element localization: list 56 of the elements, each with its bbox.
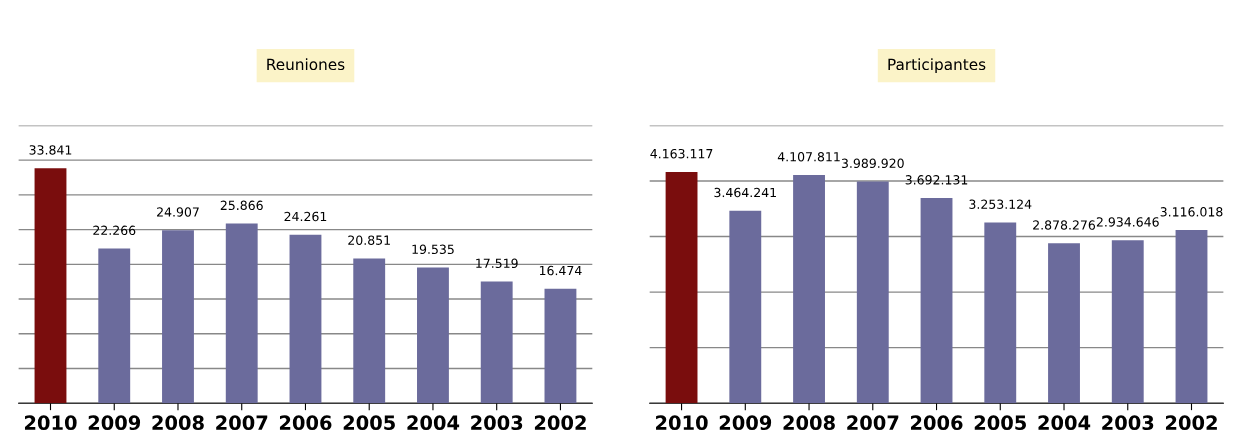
data-label: 4.107.811 <box>777 152 840 162</box>
x-tick-label: 2006 <box>279 415 332 431</box>
bar <box>920 198 953 404</box>
x-tick-label: 2007 <box>847 415 899 431</box>
x-tick-label: 2005 <box>343 415 395 431</box>
bar <box>544 288 577 404</box>
data-label: 25.866 <box>220 200 263 211</box>
data-label: 24.907 <box>157 207 199 217</box>
bar <box>353 258 386 404</box>
bar <box>665 171 698 404</box>
data-label: 22.266 <box>93 225 136 236</box>
bar <box>1175 230 1208 404</box>
x-tick-label: 2004 <box>407 415 460 431</box>
data-label: 3.989.920 <box>841 158 904 169</box>
x-tick-label: 2010 <box>656 415 708 431</box>
data-label: 4.163.117 <box>650 148 713 159</box>
data-label: 16.474 <box>539 265 582 276</box>
bar <box>225 223 258 404</box>
data-label: 20.851 <box>348 235 390 245</box>
bar <box>34 168 67 404</box>
data-label: 2.878.276 <box>1033 220 1096 230</box>
x-tick-label: 2005 <box>974 415 1026 431</box>
x-tick-label: 2003 <box>471 415 523 431</box>
x-tick-label: 2009 <box>88 415 141 431</box>
x-tick-label: 2004 <box>1038 415 1091 431</box>
data-label: 3.464.241 <box>714 187 776 198</box>
bar <box>162 230 194 404</box>
x-tick-label: 2002 <box>534 415 586 431</box>
bar <box>1111 240 1144 404</box>
bar <box>729 210 762 404</box>
data-label: 33.841 <box>29 145 72 155</box>
data-label: 17.519 <box>476 258 518 269</box>
chart-title: Reuniones <box>267 58 345 71</box>
x-tick-label: 2006 <box>911 415 963 431</box>
x-tick-label: 2008 <box>783 415 835 431</box>
chart-title: Participantes <box>888 58 986 74</box>
bar <box>98 248 131 404</box>
data-label: 2.934.646 <box>1096 217 1159 227</box>
bar <box>984 222 1017 404</box>
bar <box>289 234 322 404</box>
x-tick-label: 2007 <box>216 415 268 431</box>
x-tick-label: 2003 <box>1102 415 1154 431</box>
x-tick-label: 2002 <box>1165 415 1217 431</box>
x-tick-label: 2008 <box>152 415 204 431</box>
data-label: 3.116.018 <box>1160 207 1223 217</box>
bar <box>480 281 513 404</box>
bar <box>417 267 449 404</box>
bar <box>1048 243 1080 404</box>
x-tick-label: 2010 <box>24 415 77 431</box>
data-label: 24.261 <box>284 211 327 222</box>
bar <box>856 181 889 404</box>
bar <box>793 175 825 404</box>
data-label: 3.692.131 <box>905 175 968 185</box>
data-label: 3.253.124 <box>969 199 1032 209</box>
x-tick-label: 2009 <box>719 415 772 431</box>
data-label: 19.535 <box>412 244 454 255</box>
